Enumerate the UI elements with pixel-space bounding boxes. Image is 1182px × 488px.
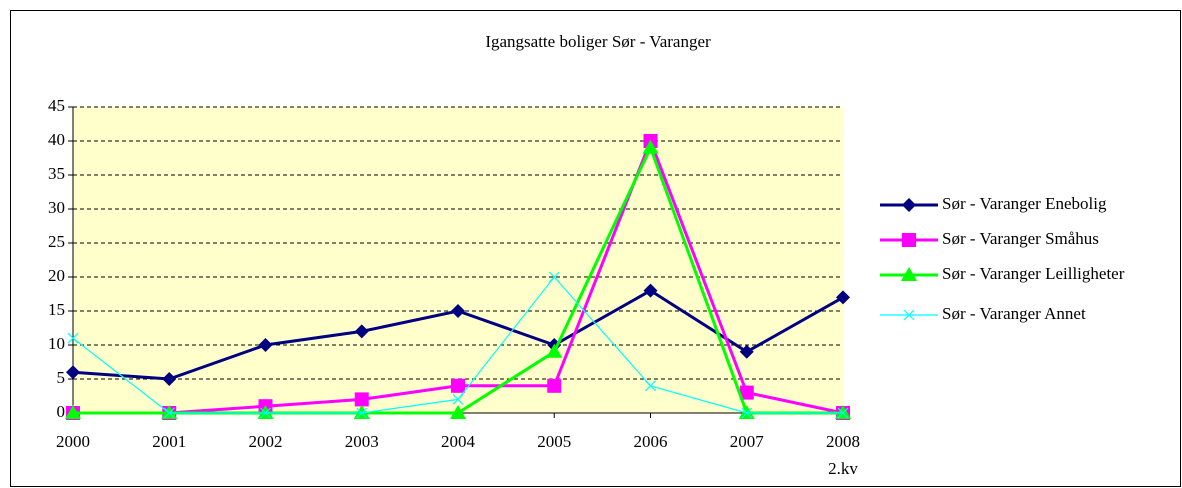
marker <box>835 405 851 419</box>
y-tick-label: 25 <box>48 232 65 251</box>
legend-label: Sør - Varanger Annet <box>942 304 1086 323</box>
marker <box>738 405 755 419</box>
marker <box>162 372 177 386</box>
y-tick-label: 0 <box>57 402 66 421</box>
legend-label: Sør - Varanger Leilligheter <box>942 264 1125 283</box>
marker <box>739 385 754 400</box>
chart-title: Igangsatte boliger Sør - Varanger <box>485 32 711 51</box>
marker <box>450 405 466 419</box>
marker <box>451 304 465 318</box>
marker <box>353 405 370 419</box>
legend-marker <box>902 198 916 212</box>
marker <box>356 407 368 419</box>
marker <box>547 378 562 393</box>
marker <box>354 392 369 407</box>
marker <box>260 407 271 419</box>
y-tick-label: 45 <box>48 96 65 115</box>
x-tick-label: 2007 <box>730 432 765 451</box>
legend-marker <box>903 309 915 321</box>
marker <box>451 378 465 393</box>
y-tick-label: 10 <box>48 334 65 353</box>
marker <box>836 290 850 305</box>
marker <box>546 343 563 358</box>
x-tick-label: 2006 <box>634 432 668 451</box>
marker <box>258 338 273 352</box>
legend-marker <box>901 267 917 281</box>
x-tick-label-line: 2.kv <box>828 459 858 478</box>
marker <box>739 344 754 359</box>
marker <box>642 139 659 154</box>
x-tick-label: 2003 <box>345 432 379 451</box>
marker <box>65 405 81 419</box>
marker <box>161 405 178 419</box>
marker <box>643 283 658 298</box>
marker <box>741 407 753 419</box>
marker <box>548 271 560 283</box>
x-tick-label: 2001 <box>152 432 186 451</box>
marker <box>354 324 369 339</box>
marker <box>645 380 656 392</box>
x-tick-label-line: 2008 <box>826 432 860 451</box>
y-tick-label: 30 <box>48 198 65 217</box>
x-tick-label: 2000 <box>56 432 90 451</box>
marker <box>837 407 849 419</box>
marker <box>67 332 79 344</box>
legend-label: Sør - Varanger Småhus <box>942 229 1099 248</box>
legend-label: Sør - Varanger Enebolig <box>942 194 1107 213</box>
y-tick-label: 15 <box>48 300 65 319</box>
y-tick-label: 20 <box>48 266 65 285</box>
x-tick-label: 2005 <box>537 432 571 451</box>
x-tick-label: 2004 <box>441 432 476 451</box>
marker <box>66 365 80 380</box>
x-tick-label: 2002 <box>249 432 283 451</box>
plot-area <box>73 107 843 413</box>
legend-marker <box>902 233 916 247</box>
marker <box>452 393 464 405</box>
marker <box>163 407 175 419</box>
y-tick-label: 35 <box>48 164 65 183</box>
y-tick-label: 5 <box>57 368 66 387</box>
marker <box>257 405 274 419</box>
x-tick-label: 2008 2.kv <box>826 432 860 478</box>
y-tick-label: 40 <box>48 130 65 149</box>
